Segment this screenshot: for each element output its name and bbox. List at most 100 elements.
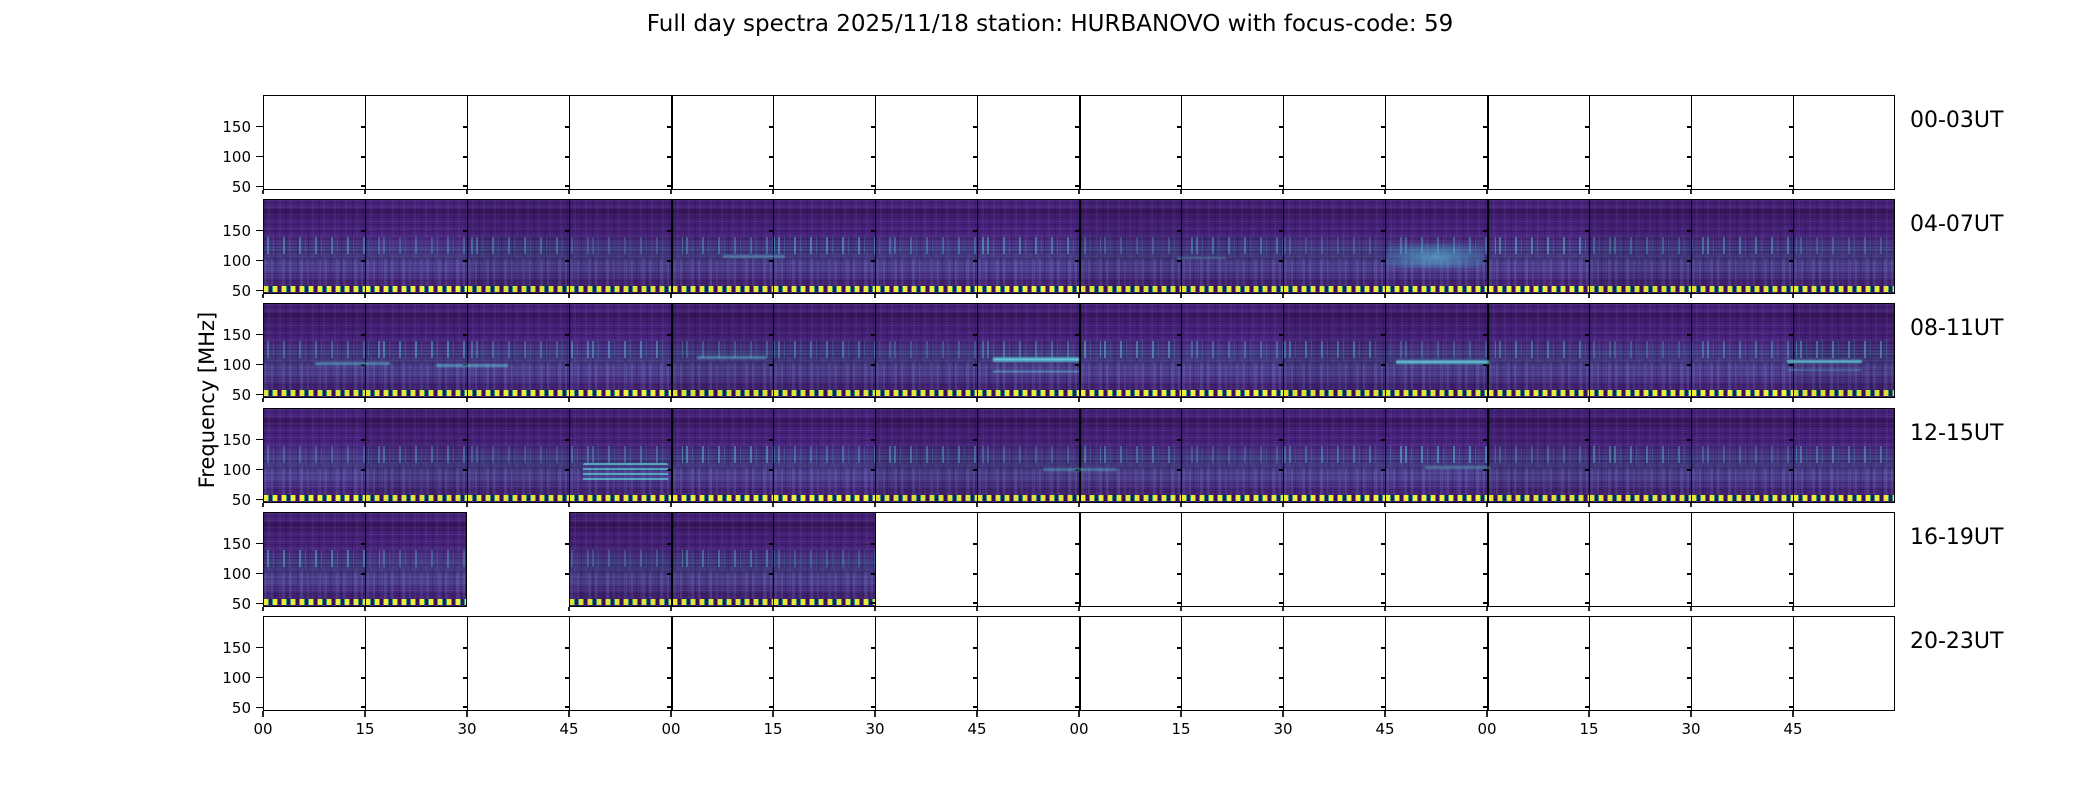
x-tick-mark — [466, 398, 468, 402]
bottom-marker-line — [876, 286, 977, 292]
spectrogram-cell — [569, 408, 671, 503]
x-tick-mark — [976, 294, 978, 298]
vertical-wash — [1692, 258, 1793, 286]
speckle-band — [1284, 446, 1385, 463]
x-tick-mark — [568, 607, 570, 611]
vertical-wash — [468, 467, 569, 495]
x-tick-label: 15 — [355, 720, 375, 738]
x-tick-mark — [1282, 190, 1284, 194]
empty-cell — [467, 95, 569, 190]
y-tick-mark — [256, 125, 263, 128]
vertical-wash — [876, 467, 977, 495]
bottom-marker-line — [1590, 390, 1691, 396]
x-tick-mark — [874, 711, 876, 717]
y-tick-label: 50 — [231, 177, 251, 196]
spectrogram-cell — [569, 303, 671, 398]
speckle-band — [876, 341, 977, 358]
x-tick-label: 00 — [1477, 720, 1497, 738]
y-tick-label: 100 — [222, 147, 251, 166]
bottom-marker-line — [673, 599, 773, 605]
spectrogram-cell — [875, 303, 977, 398]
spectrogram-cell — [365, 408, 467, 503]
spectra-row-08-11ut: 150 100 50 08-11UT — [222, 303, 2003, 404]
empty-cell — [1079, 512, 1181, 607]
x-tick-mark — [1690, 503, 1692, 507]
bottom-marker-line — [1284, 390, 1385, 396]
spectra-row-12-15ut: 150 100 50 12-15UT — [222, 408, 2003, 509]
x-tick-mark — [1282, 607, 1284, 611]
vertical-wash — [1692, 362, 1793, 390]
x-tick-mark — [670, 398, 672, 402]
x-tick-mark — [262, 190, 264, 194]
spectrogram-cell — [263, 512, 365, 607]
x-tick-label: 15 — [1171, 720, 1191, 738]
spectrogram-cell — [1691, 199, 1793, 294]
x-tick-mark — [1486, 711, 1488, 717]
spectrogram-cell — [365, 512, 467, 607]
bottom-marker-line — [1489, 286, 1589, 292]
vertical-wash — [1081, 467, 1181, 495]
x-tick-mark — [670, 711, 672, 717]
spectrogram-cell — [1793, 303, 1895, 398]
x-tick-mark — [364, 398, 366, 402]
spectrogram-cell — [1385, 199, 1487, 294]
x-tick-label: 45 — [967, 720, 987, 738]
y-tick-label: 100 — [222, 460, 251, 479]
speckle-band — [366, 237, 467, 254]
row-time-label: 08-11UT — [1910, 316, 2004, 341]
y-tick-label: 50 — [231, 281, 251, 300]
speckle-band — [366, 341, 467, 358]
vertical-wash — [1386, 467, 1487, 495]
spectrogram-cell — [1589, 408, 1691, 503]
bottom-marker-line — [366, 599, 466, 605]
vertical-wash — [468, 258, 569, 286]
speckle-band — [1692, 237, 1793, 254]
bottom-marker-line — [876, 390, 977, 396]
bottom-marker-line — [1794, 286, 1894, 292]
y-tick-mark — [256, 498, 263, 501]
bottom-marker-line — [570, 286, 671, 292]
bottom-marker-line — [570, 390, 671, 396]
y-tick-mark — [256, 155, 263, 158]
vertical-wash — [1794, 362, 1894, 390]
speckle-band — [570, 237, 671, 254]
spectrogram-cell — [1589, 199, 1691, 294]
y-tick-label: 50 — [231, 385, 251, 404]
x-tick-mark — [1792, 398, 1794, 402]
spectrogram-cell — [569, 199, 671, 294]
bottom-marker-line — [774, 286, 875, 292]
x-tick-mark — [364, 294, 366, 298]
y-tick-label: 100 — [222, 355, 251, 374]
bottom-marker-line — [264, 599, 365, 605]
empty-cell — [1079, 616, 1181, 711]
row-time-label: 16-19UT — [1910, 525, 2004, 550]
x-tick-label: 30 — [1273, 720, 1293, 738]
vertical-wash — [673, 362, 773, 390]
speckle-band — [774, 237, 875, 254]
speckle-band — [1692, 446, 1793, 463]
bottom-marker-line — [1692, 390, 1793, 396]
x-tick-mark — [568, 398, 570, 402]
spectrogram-cell — [671, 408, 773, 503]
figure-title: Full day spectra 2025/11/18 station: HUR… — [646, 11, 1454, 37]
vertical-wash — [673, 571, 773, 599]
y-tick-mark — [256, 706, 263, 709]
bottom-marker-line — [1794, 390, 1894, 396]
x-tick-mark — [1588, 190, 1590, 194]
x-tick-mark — [364, 503, 366, 507]
empty-cell — [1385, 512, 1487, 607]
speckle-band — [876, 237, 977, 254]
y-tick-mark — [256, 468, 263, 471]
vertical-wash — [366, 571, 466, 599]
spectrogram-cell — [1487, 303, 1589, 398]
x-tick-mark — [1588, 607, 1590, 611]
speckle-band — [1794, 341, 1894, 358]
spectrogram-cell — [1487, 408, 1589, 503]
empty-cell — [467, 616, 569, 711]
x-tick-mark — [670, 503, 672, 507]
x-tick-mark — [364, 190, 366, 194]
spectrogram-cell — [365, 303, 467, 398]
x-tick-mark — [262, 607, 264, 611]
speckle-band — [1182, 446, 1283, 463]
